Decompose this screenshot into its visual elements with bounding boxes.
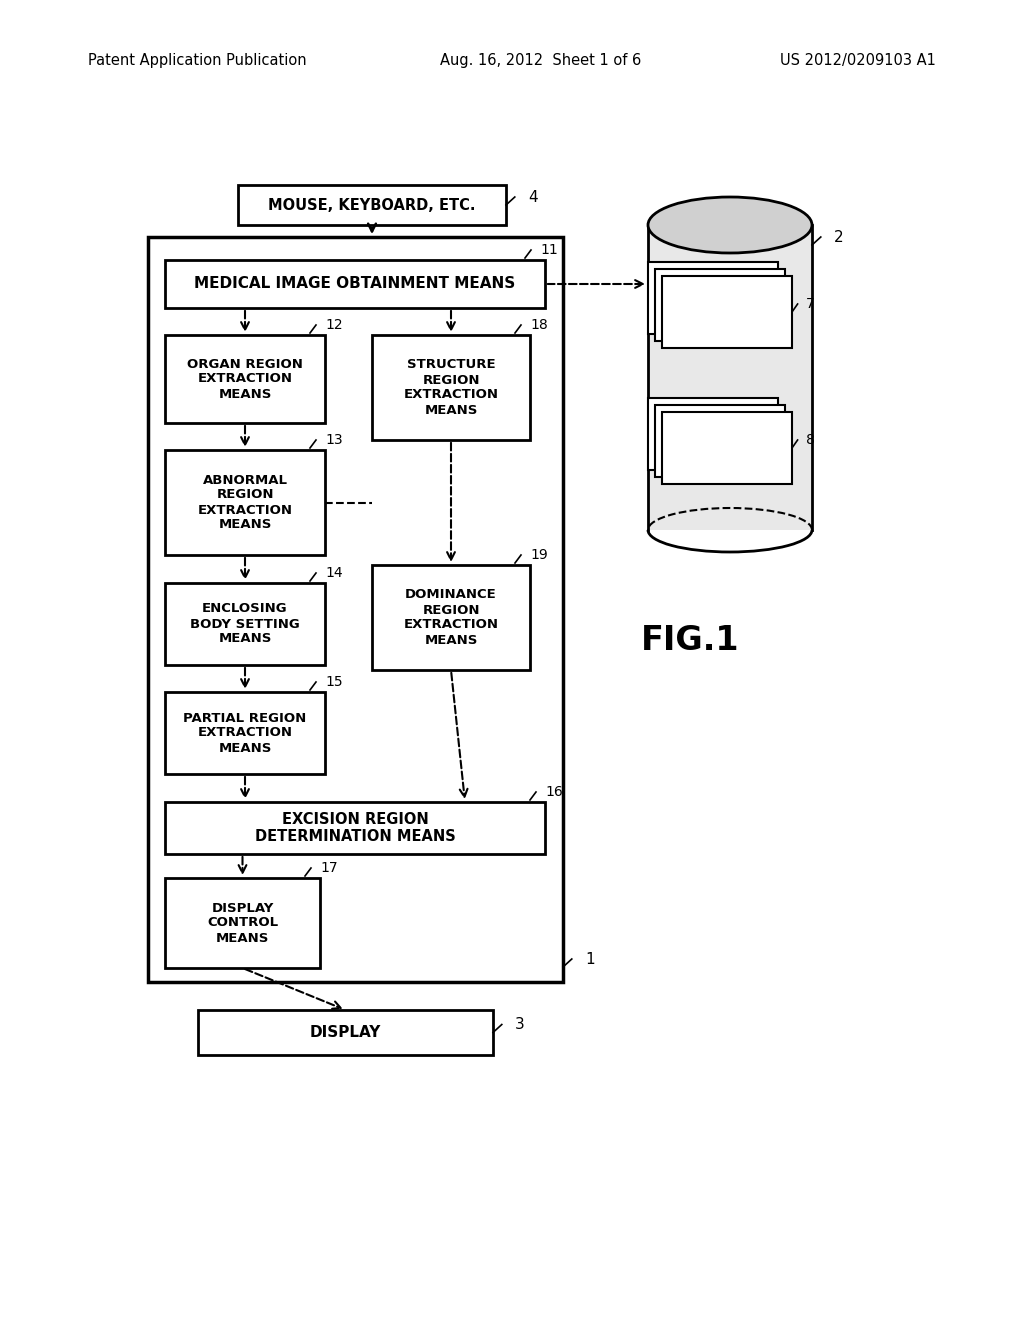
FancyBboxPatch shape xyxy=(198,1010,493,1055)
Text: PARTIAL REGION
EXTRACTION
MEANS: PARTIAL REGION EXTRACTION MEANS xyxy=(183,711,306,755)
FancyBboxPatch shape xyxy=(662,276,792,348)
Text: MEDICAL IMAGE OBTAINMENT MEANS: MEDICAL IMAGE OBTAINMENT MEANS xyxy=(195,276,516,292)
Text: 14: 14 xyxy=(325,566,343,579)
Text: ABNORMAL
REGION
EXTRACTION
MEANS: ABNORMAL REGION EXTRACTION MEANS xyxy=(198,474,293,532)
Text: 2: 2 xyxy=(834,230,844,244)
FancyBboxPatch shape xyxy=(165,692,325,774)
FancyBboxPatch shape xyxy=(165,335,325,422)
Text: DOMINANCE
REGION
EXTRACTION
MEANS: DOMINANCE REGION EXTRACTION MEANS xyxy=(403,589,499,647)
FancyBboxPatch shape xyxy=(648,261,778,334)
FancyBboxPatch shape xyxy=(372,335,530,440)
Polygon shape xyxy=(648,224,812,531)
Text: 19: 19 xyxy=(530,548,548,562)
Text: Aug. 16, 2012  Sheet 1 of 6: Aug. 16, 2012 Sheet 1 of 6 xyxy=(440,53,641,67)
Text: 17: 17 xyxy=(319,861,338,875)
Text: 3: 3 xyxy=(515,1016,524,1032)
Text: 18: 18 xyxy=(530,318,548,333)
Text: EXCISION REGION
DETERMINATION MEANS: EXCISION REGION DETERMINATION MEANS xyxy=(255,812,456,845)
Text: 15: 15 xyxy=(325,675,343,689)
Text: ORGAN REGION
EXTRACTION
MEANS: ORGAN REGION EXTRACTION MEANS xyxy=(187,358,303,400)
Text: FIG.1: FIG.1 xyxy=(641,623,739,656)
Ellipse shape xyxy=(648,197,812,253)
FancyBboxPatch shape xyxy=(165,803,545,854)
Text: ENCLOSING
BODY SETTING
MEANS: ENCLOSING BODY SETTING MEANS xyxy=(190,602,300,645)
Text: Patent Application Publication: Patent Application Publication xyxy=(88,53,306,67)
FancyBboxPatch shape xyxy=(148,238,563,982)
FancyBboxPatch shape xyxy=(165,260,545,308)
Text: 1: 1 xyxy=(585,952,595,966)
Text: 11: 11 xyxy=(540,243,558,257)
Text: 4: 4 xyxy=(528,190,538,205)
Text: DISPLAY
CONTROL
MEANS: DISPLAY CONTROL MEANS xyxy=(207,902,279,945)
FancyBboxPatch shape xyxy=(372,565,530,671)
FancyBboxPatch shape xyxy=(165,878,319,968)
Text: DISPLAY: DISPLAY xyxy=(310,1026,381,1040)
Text: 13: 13 xyxy=(325,433,343,447)
FancyBboxPatch shape xyxy=(655,405,785,477)
FancyBboxPatch shape xyxy=(662,412,792,484)
FancyBboxPatch shape xyxy=(648,399,778,470)
Text: US 2012/0209103 A1: US 2012/0209103 A1 xyxy=(780,53,936,67)
Text: 16: 16 xyxy=(545,785,563,799)
Text: 8: 8 xyxy=(806,433,815,447)
Text: 12: 12 xyxy=(325,318,343,333)
FancyBboxPatch shape xyxy=(165,450,325,554)
FancyBboxPatch shape xyxy=(165,583,325,665)
FancyBboxPatch shape xyxy=(655,269,785,341)
Text: MOUSE, KEYBOARD, ETC.: MOUSE, KEYBOARD, ETC. xyxy=(268,198,476,213)
FancyBboxPatch shape xyxy=(238,185,506,224)
Text: STRUCTURE
REGION
EXTRACTION
MEANS: STRUCTURE REGION EXTRACTION MEANS xyxy=(403,359,499,417)
Text: 7: 7 xyxy=(806,297,815,312)
